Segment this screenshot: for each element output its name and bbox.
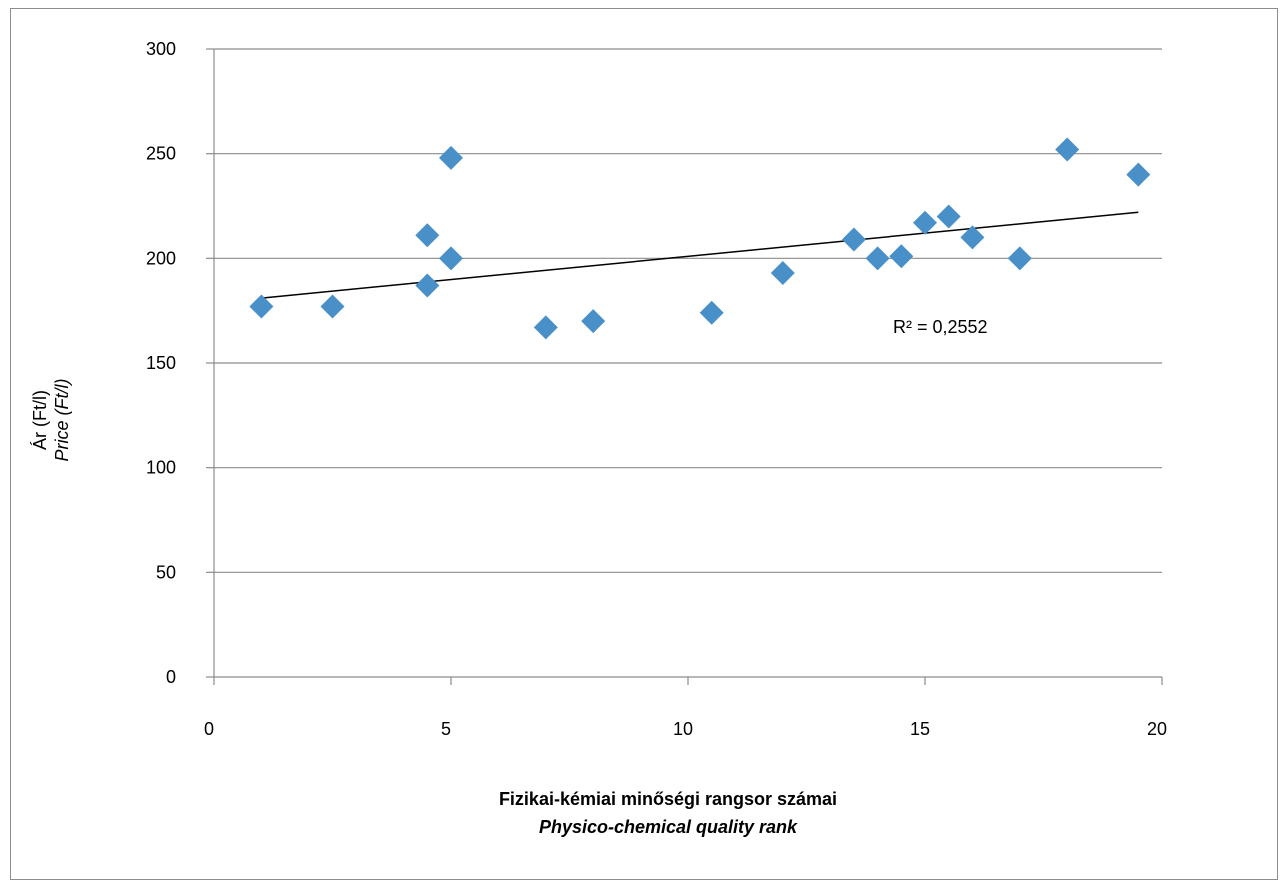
x-tick-label: 10 [673,719,693,739]
y-axis-title-en: Price (Ft/l) [52,379,72,462]
data-point [936,204,961,229]
y-axis-title-hu: Ár (Ft/l) [30,390,50,450]
x-tick-label: 20 [1147,719,1167,739]
data-point [581,309,606,334]
data-point [533,315,558,340]
axes: 0 50 100 150 200 250 300 0 5 10 15 20 [146,39,1167,739]
x-axis-title-en: Physico-chemical quality rank [539,817,798,837]
trendline-segment [261,211,1139,299]
r-squared-annotation: R² = 0,2552 [893,317,988,337]
data-point [960,225,985,250]
y-tick-label: 100 [146,458,176,478]
y-axis-title: Ár (Ft/l) Price (Ft/l) [30,379,72,462]
y-tick-label: 250 [146,144,176,164]
data-point [841,227,866,252]
data-points [249,137,1151,340]
y-tick-label: 50 [156,562,176,582]
y-tick-label: 300 [146,39,176,59]
data-point [249,294,274,319]
y-tick-label: 0 [166,667,176,687]
x-tick-label: 5 [441,719,451,739]
data-point [770,260,795,285]
data-point [889,244,914,269]
x-axis-title-hu: Fizikai-kémiai minőségi rangsor számai [499,789,837,809]
data-point [1055,137,1080,162]
data-point [415,273,440,298]
x-tick-label: 15 [910,719,930,739]
y-tick-label: 200 [146,248,176,268]
trendline [261,211,1139,299]
data-point [1126,162,1151,187]
data-point [415,223,440,248]
data-point [320,294,345,319]
x-tick-label: 0 [204,719,214,739]
data-point [439,246,463,271]
data-point [865,246,890,271]
data-point [1007,246,1032,271]
data-point [699,300,724,325]
data-point [439,145,463,170]
y-tick-label: 150 [146,353,176,373]
grid-lines [214,48,1162,573]
data-point [913,210,937,235]
